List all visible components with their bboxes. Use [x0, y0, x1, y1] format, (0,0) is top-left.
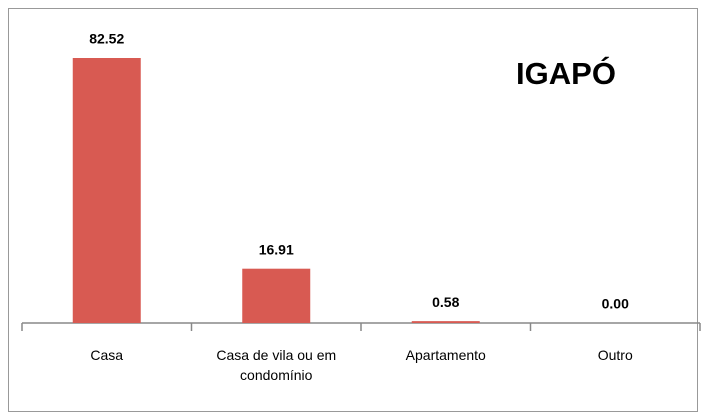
data-label: 0.00 [602, 296, 629, 312]
data-label: 16.91 [259, 241, 294, 257]
bar [411, 321, 480, 323]
x-tick-label: Outro [597, 347, 633, 363]
data-label: 0.58 [432, 294, 459, 310]
bar [72, 58, 141, 323]
data-label: 82.52 [89, 31, 124, 47]
x-tick-label: Apartamento [405, 347, 486, 363]
x-tick-label: Casa de vila ou em condomínio [216, 347, 337, 383]
chart-title: IGAPÓ [516, 55, 616, 91]
bar [242, 268, 311, 323]
x-tick-label: Casa [90, 347, 124, 363]
